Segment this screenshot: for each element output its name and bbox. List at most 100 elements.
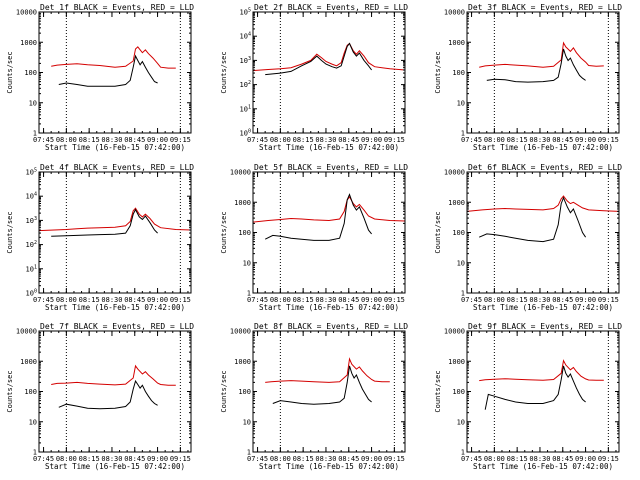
y-tick-label: 10000 xyxy=(444,328,465,336)
series-line-lld xyxy=(265,357,390,383)
x-tick-label: 09:00 xyxy=(575,296,596,304)
series-line-events xyxy=(486,48,586,83)
chart-title: Det 1f BLACK = Events, RED = LLD xyxy=(40,3,194,12)
chart-panel-2: Det 2f BLACK = Events, RED = LLD 100 101 10… xyxy=(220,3,408,152)
y-tick-label: 1 xyxy=(33,449,37,457)
y-tick-label: 100 xyxy=(238,388,251,396)
x-tick-label: 08:00 xyxy=(484,296,505,304)
x-tick-label: 09:00 xyxy=(147,136,168,144)
plot-frame xyxy=(38,330,192,453)
plot-frame xyxy=(252,11,406,134)
y-tick-label: 1000 xyxy=(448,358,465,366)
x-tick-label: 08:15 xyxy=(79,296,100,304)
y-tick-label: 105 xyxy=(26,168,37,177)
x-tick-label: 08:45 xyxy=(338,136,359,144)
series-line-events xyxy=(58,54,158,87)
x-tick-label: 07:45 xyxy=(247,296,268,304)
y-axis-label: Counts/sec xyxy=(220,370,228,412)
y-tick-label: 10 xyxy=(243,259,251,267)
plot-frame xyxy=(252,171,406,294)
chart-panel-7: Det 7f BLACK = Events, RED = LLD 1 10 100 10… xyxy=(6,322,194,471)
x-tick-label: 09:00 xyxy=(361,455,382,463)
chart-panel-1: Det 1f BLACK = Events, RED = LLD 1 10 100 10… xyxy=(6,3,194,152)
x-tick-label: 07:45 xyxy=(247,136,268,144)
x-tick-label: 08:45 xyxy=(552,296,573,304)
y-tick-label: 102 xyxy=(26,240,37,249)
x-tick-label: 07:45 xyxy=(247,455,268,463)
y-tick-label: 1000 xyxy=(234,358,251,366)
x-axis-label: Start Time (16-Feb-15 07:42:00) xyxy=(473,462,613,471)
y-tick-label: 100 xyxy=(26,289,37,298)
y-tick-label: 10 xyxy=(243,418,251,426)
y-axis-label: Counts/sec xyxy=(434,370,442,412)
x-tick-label: 08:30 xyxy=(101,136,122,144)
x-tick-label: 09:15 xyxy=(384,136,405,144)
series-line-events xyxy=(51,208,158,237)
chart-panel-3: Det 3f BLACK = Events, RED = LLD 1 10 100 10… xyxy=(434,3,622,152)
x-tick-label: 09:15 xyxy=(598,136,619,144)
x-tick-label: 08:30 xyxy=(315,296,336,304)
x-tick-label: 09:00 xyxy=(361,296,382,304)
y-tick-label: 10 xyxy=(29,418,37,426)
x-tick-label: 08:45 xyxy=(338,455,359,463)
y-tick-label: 10 xyxy=(29,99,37,107)
x-axis-label: Start Time (16-Feb-15 07:42:00) xyxy=(259,303,399,312)
y-tick-label: 101 xyxy=(26,264,37,273)
x-tick-label: 09:15 xyxy=(384,296,405,304)
x-tick-label: 09:15 xyxy=(598,455,619,463)
x-tick-label: 09:00 xyxy=(147,296,168,304)
y-tick-label: 100 xyxy=(452,229,465,237)
chart-title: Det 2f BLACK = Events, RED = LLD xyxy=(254,3,408,12)
y-tick-label: 1 xyxy=(247,449,251,457)
x-axis-label: Start Time (16-Feb-15 07:42:00) xyxy=(259,462,399,471)
series-line-events xyxy=(265,42,373,76)
x-tick-label: 08:00 xyxy=(56,455,77,463)
x-tick-label: 08:30 xyxy=(315,455,336,463)
chart-panel-5: Det 5f BLACK = Events, RED = LLD 1 10 100 10… xyxy=(220,163,408,312)
chart-title: Det 9f BLACK = Events, RED = LLD xyxy=(468,322,622,331)
y-tick-label: 1 xyxy=(461,449,465,457)
x-tick-label: 09:00 xyxy=(361,136,382,144)
x-tick-label: 07:45 xyxy=(461,136,482,144)
y-axis-label: Counts/sec xyxy=(6,370,14,412)
plot-frame xyxy=(38,11,192,134)
plot-frame xyxy=(466,11,620,134)
x-tick-label: 08:45 xyxy=(338,296,359,304)
plot-frame xyxy=(466,330,620,453)
chart-panel-8: Det 8f BLACK = Events, RED = LLD 1 10 100 10… xyxy=(220,322,408,471)
x-tick-label: 08:45 xyxy=(124,296,145,304)
x-tick-label: 09:00 xyxy=(575,136,596,144)
y-tick-label: 10000 xyxy=(16,328,37,336)
series-line-lld xyxy=(252,195,406,223)
plot-frame xyxy=(38,171,192,294)
x-tick-label: 08:30 xyxy=(529,455,550,463)
y-axis-label: Counts/sec xyxy=(220,51,228,93)
x-tick-label: 07:45 xyxy=(461,296,482,304)
x-tick-label: 08:15 xyxy=(293,136,314,144)
y-tick-label: 1 xyxy=(461,290,465,298)
y-tick-label: 1 xyxy=(247,290,251,298)
series-line-events xyxy=(479,196,587,243)
x-tick-label: 09:00 xyxy=(147,455,168,463)
x-tick-label: 09:15 xyxy=(170,296,191,304)
y-tick-label: 10000 xyxy=(230,169,251,177)
y-tick-label: 104 xyxy=(240,32,251,41)
y-tick-label: 10000 xyxy=(230,328,251,336)
x-tick-label: 07:45 xyxy=(33,455,54,463)
y-tick-label: 100 xyxy=(24,69,37,77)
x-tick-label: 08:00 xyxy=(484,136,505,144)
plot-frame xyxy=(466,171,620,294)
x-tick-label: 08:30 xyxy=(101,296,122,304)
y-tick-label: 1 xyxy=(33,130,37,138)
y-tick-label: 10000 xyxy=(444,9,465,17)
y-axis-label: Counts/sec xyxy=(434,211,442,253)
x-tick-label: 07:45 xyxy=(33,136,54,144)
y-tick-label: 1000 xyxy=(234,199,251,207)
series-line-lld xyxy=(479,41,604,68)
series-line-lld xyxy=(38,207,192,232)
x-axis-label: Start Time (16-Feb-15 07:42:00) xyxy=(473,143,613,152)
y-tick-label: 1 xyxy=(461,130,465,138)
y-tick-label: 101 xyxy=(240,104,251,113)
x-tick-label: 07:45 xyxy=(461,455,482,463)
x-tick-label: 09:00 xyxy=(575,455,596,463)
